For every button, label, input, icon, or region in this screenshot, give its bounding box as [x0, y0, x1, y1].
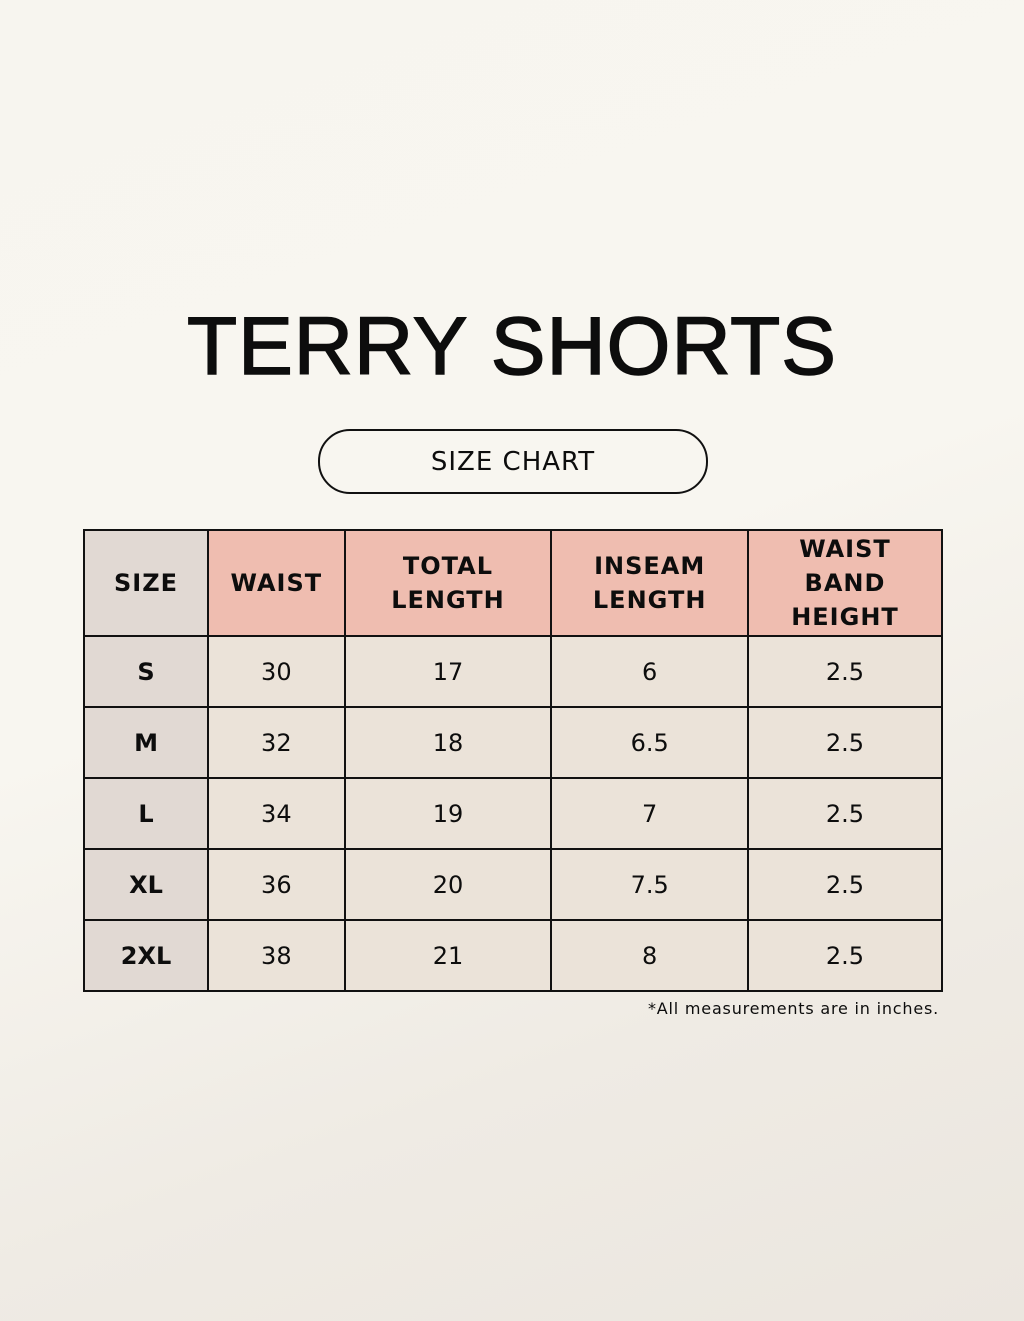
measurement-cell: 20: [343, 848, 553, 921]
header-inseam-length: INSEAM LENGTH: [550, 529, 749, 637]
measurement-cell: 7: [550, 777, 749, 850]
measurement-cell: 6: [550, 635, 749, 708]
footnote: *All measurements are in inches.: [648, 999, 939, 1018]
measurement-cell: 18: [343, 706, 553, 779]
size-chart-badge: SIZE CHART: [318, 429, 708, 494]
measurement-cell: 34: [207, 777, 346, 850]
table-row: 2XL 38 21 8 2.5: [82, 919, 944, 992]
measurement-cell: 21: [343, 919, 553, 992]
measurement-cell: 2.5: [746, 919, 944, 992]
measurement-cell: 2.5: [746, 848, 944, 921]
measurement-cell: 30: [207, 635, 346, 708]
measurement-cell: 2.5: [746, 777, 944, 850]
measurement-cell: 2.5: [746, 706, 944, 779]
header-waist-band-height: WAIST BAND HEIGHT: [746, 529, 944, 637]
size-cell: M: [82, 706, 210, 779]
measurement-cell: 2.5: [746, 635, 944, 708]
table-row: XL 36 20 7.5 2.5: [82, 848, 944, 921]
measurement-cell: 17: [343, 635, 553, 708]
table-row: M 32 18 6.5 2.5: [82, 706, 944, 779]
page-title: TERRY SHORTS: [186, 300, 837, 393]
size-cell: 2XL: [82, 919, 210, 992]
measurement-cell: 6.5: [550, 706, 749, 779]
size-table: SIZE WAIST TOTAL LENGTH INSEAM LENGTH WA…: [82, 529, 944, 992]
table-row: S 30 17 6 2.5: [82, 635, 944, 708]
measurement-cell: 19: [343, 777, 553, 850]
size-cell: S: [82, 635, 210, 708]
size-cell: L: [82, 777, 210, 850]
table-header-row: SIZE WAIST TOTAL LENGTH INSEAM LENGTH WA…: [82, 529, 944, 637]
table-row: L 34 19 7 2.5: [82, 777, 944, 850]
measurement-cell: 38: [207, 919, 346, 992]
measurement-cell: 36: [207, 848, 346, 921]
size-cell: XL: [82, 848, 210, 921]
measurement-cell: 32: [207, 706, 346, 779]
header-waist: WAIST: [207, 529, 346, 637]
header-size: SIZE: [82, 529, 210, 637]
measurement-cell: 7.5: [550, 848, 749, 921]
header-total-length: TOTAL LENGTH: [343, 529, 553, 637]
measurement-cell: 8: [550, 919, 749, 992]
